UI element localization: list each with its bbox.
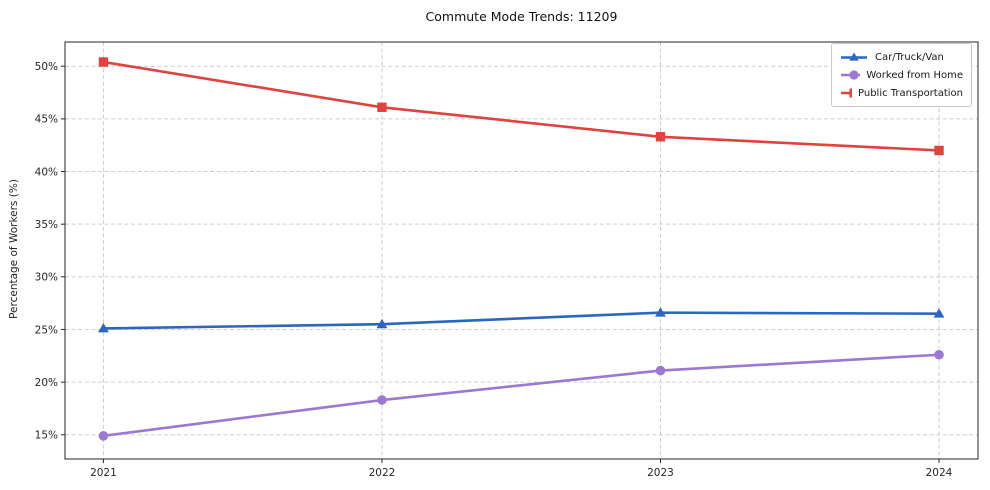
legend-item-car-truck-van: Car/Truck/Van (839, 50, 963, 64)
x-tick-label: 2024 (926, 467, 953, 479)
legend-item-worked-from-home: Worked from Home (839, 68, 963, 82)
marker-worked-from-home (98, 431, 109, 441)
marker-worked-from-home (934, 349, 944, 360)
y-tick-label: 30% (35, 272, 58, 284)
marker-public-transportation (655, 132, 666, 142)
marker-worked-from-home (655, 365, 666, 376)
series-line-car-truck-van (103, 311, 940, 330)
series-line-public-transportation (103, 60, 940, 152)
y-tick-label: 50% (35, 61, 58, 73)
marker-car-truck-van (376, 318, 388, 329)
marker-public-transportation (934, 145, 944, 156)
legend-item-public-transportation: Public Transportation (839, 86, 963, 100)
legend-line-square-icon (841, 88, 853, 98)
legend-label: Worked from Home (866, 69, 963, 81)
x-tick-label: 2021 (90, 467, 117, 479)
marker-worked-from-home (377, 395, 387, 405)
marker-car-truck-van (98, 323, 109, 333)
y-tick-label: 15% (35, 430, 58, 442)
y-tick-label: 45% (35, 114, 58, 126)
marker-public-transportation (98, 57, 109, 67)
x-tick-label: 2022 (369, 467, 396, 479)
legend-label: Car/Truck/Van (875, 51, 944, 63)
plot-frame (64, 41, 979, 460)
y-tick-label: 35% (35, 219, 58, 231)
chart-title: Commute Mode Trends: 11209 (425, 9, 618, 24)
y-tick-label: 25% (35, 324, 58, 336)
marker-car-truck-van (655, 307, 666, 317)
series-line-worked-from-home (103, 353, 940, 438)
legend-label: Public Transportation (858, 87, 963, 99)
legend: Car/Truck/Van Worked from Home Public Tr… (831, 43, 972, 107)
x-tick-label: 2023 (647, 467, 674, 479)
marker-car-truck-van (933, 308, 945, 318)
marker-public-transportation (377, 102, 387, 112)
legend-line-circle-icon (841, 70, 861, 80)
legend-line-triangle-icon (841, 52, 867, 61)
y-tick-label: 40% (35, 166, 58, 178)
y-tick-label: 20% (35, 377, 58, 389)
